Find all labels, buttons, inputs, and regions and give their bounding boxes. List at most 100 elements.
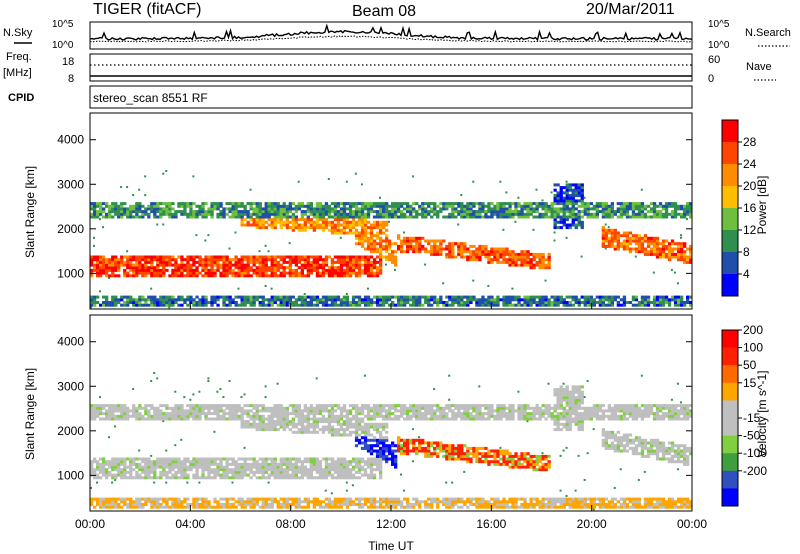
heatmap-cell: [415, 250, 419, 254]
heatmap-cell: [595, 215, 599, 219]
heatmap-cell: [207, 457, 211, 461]
heatmap-cell: [354, 417, 359, 421]
heatmap-cell: [150, 454, 153, 457]
heatmap-cell: [297, 503, 301, 506]
heatmap-cell: [153, 268, 157, 272]
heatmap-cell: [132, 301, 136, 304]
heatmap-cell: [613, 244, 617, 248]
heatmap-cell: [397, 295, 401, 299]
heatmap-cell: [532, 263, 536, 267]
heatmap-cell: [273, 260, 277, 264]
heatmap-cell: [409, 236, 413, 240]
heatmap-cell: [586, 202, 590, 206]
heatmap-cell: [460, 295, 464, 299]
heatmap-cell: [330, 468, 335, 472]
heatmap-cell: [372, 497, 377, 501]
heatmap-cell: [354, 430, 359, 434]
heatmap-cell: [243, 295, 247, 299]
heatmap-cell: [294, 503, 298, 506]
heatmap-cell: [177, 462, 181, 466]
heatmap-cell: [610, 242, 614, 246]
heatmap-cell: [222, 215, 226, 219]
heatmap-cell: [255, 417, 259, 421]
heatmap-cell: [382, 444, 386, 448]
heatmap-cell: [622, 202, 627, 206]
heatmap-cell: [637, 250, 642, 254]
heatmap-cell: [601, 212, 605, 216]
heatmap-cell: [288, 207, 292, 211]
heatmap-cell: [339, 406, 344, 410]
heatmap-cell: [204, 457, 208, 461]
heatmap-cell: [406, 239, 410, 243]
heatmap-cell: [240, 505, 244, 509]
heatmap-cell: [619, 234, 624, 238]
heatmap-cell: [360, 301, 365, 304]
heatmap-cell: [363, 433, 368, 437]
heatmap-cell: [273, 274, 277, 278]
heatmap-cell: [108, 207, 112, 211]
heatmap-cell: [369, 239, 374, 243]
heatmap-cell: [324, 404, 329, 408]
heatmap-cell: [264, 260, 268, 264]
heatmap-cell: [249, 409, 253, 413]
heatmap-cell: [183, 396, 186, 399]
heatmap-cell: [345, 462, 350, 466]
heatmap-cell: [351, 500, 356, 504]
heatmap-cell: [348, 409, 353, 413]
heatmap-cell: [225, 266, 229, 270]
heatmap-cell: [345, 420, 350, 424]
heatmap-cell: [243, 412, 247, 416]
heatmap-cell: [397, 301, 401, 304]
heatmap-cell: [243, 409, 247, 413]
heatmap-cell: [619, 207, 624, 211]
heatmap-cell: [210, 215, 214, 219]
heatmap-cell: [487, 207, 491, 211]
heatmap-cell: [264, 303, 268, 307]
heatmap-cell: [677, 255, 681, 259]
heatmap-cell: [309, 266, 313, 270]
heatmap-cell: [240, 295, 244, 299]
heatmap-cell: [544, 279, 547, 282]
heatmap-cell: [162, 417, 166, 421]
heatmap-cell: [195, 457, 199, 461]
heatmap-cell: [237, 295, 241, 299]
heatmap-cell: [689, 244, 693, 248]
heatmap-cell: [532, 295, 536, 299]
heatmap-cell: [372, 460, 377, 464]
heatmap-cell: [111, 476, 115, 480]
heatmap-cell: [562, 210, 566, 214]
heatmap-cell: [231, 202, 235, 206]
heatmap-cell: [135, 465, 139, 469]
heatmap-cell: [556, 183, 560, 187]
heatmap-cell: [345, 180, 348, 183]
heatmap-cell: [646, 250, 651, 254]
heatmap-cell: [357, 210, 362, 214]
heatmap-cell: [285, 266, 289, 270]
heatmap-cell: [667, 244, 672, 248]
heatmap-cell: [246, 301, 250, 304]
heatmap-cell: [664, 207, 669, 211]
heatmap-cell: [673, 210, 678, 214]
heatmap-cell: [442, 301, 446, 304]
heatmap-cell: [126, 301, 130, 304]
heatmap-cell: [213, 207, 217, 211]
heatmap-cell: [336, 497, 341, 501]
heatmap-cell: [108, 503, 112, 506]
heatmap-cell: [123, 406, 127, 410]
heatmap-cell: [249, 465, 253, 469]
heatmap-cell: [228, 404, 232, 408]
heatmap-cell: [481, 202, 485, 206]
heatmap-cell: [108, 473, 112, 477]
heatmap-cell: [300, 274, 304, 278]
heatmap-cell: [159, 505, 163, 509]
heatmap-cell: [550, 202, 554, 206]
heatmap-cell: [637, 242, 642, 246]
heatmap-cell: [186, 476, 190, 480]
heatmap-cell: [324, 476, 329, 480]
heatmap-cell: [406, 295, 410, 299]
heatmap-cell: [270, 409, 274, 413]
heatmap-cell: [201, 412, 205, 416]
heatmap-cell: [553, 183, 557, 187]
heatmap-cell: [99, 271, 103, 275]
